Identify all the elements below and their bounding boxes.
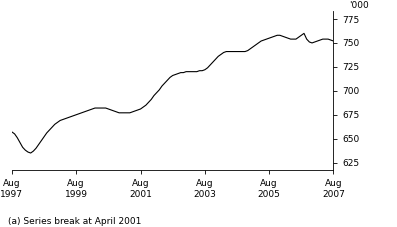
Text: (a) Series break at April 2001: (a) Series break at April 2001 (8, 217, 141, 226)
Text: '000: '000 (349, 1, 369, 10)
